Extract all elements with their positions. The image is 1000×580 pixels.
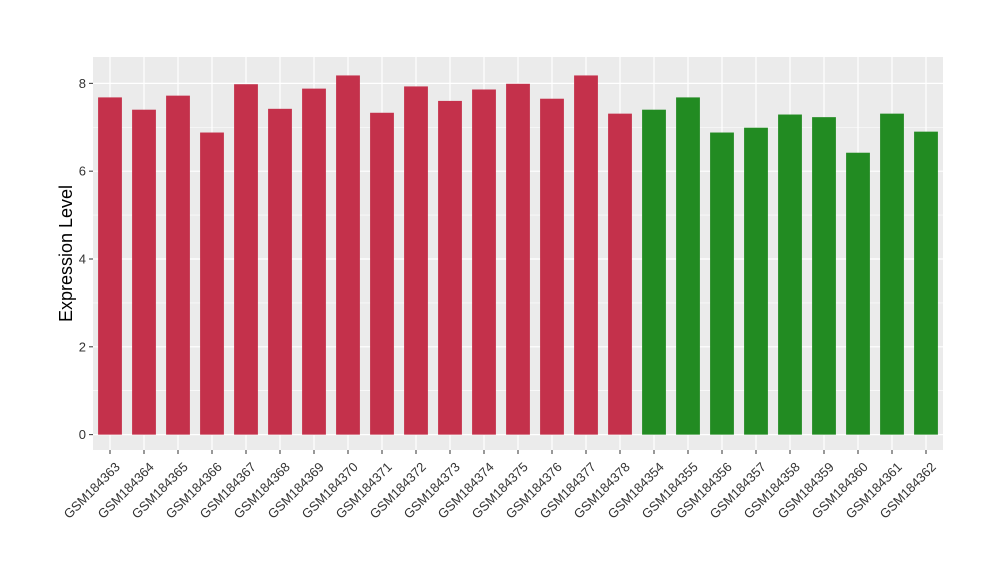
bar — [438, 100, 462, 435]
y-axis-title: Expression Level — [56, 185, 76, 322]
bar — [744, 127, 768, 435]
bar — [166, 95, 190, 435]
bar — [846, 152, 870, 435]
y-tick-label: 8 — [79, 76, 86, 91]
y-tick-label: 4 — [79, 251, 86, 266]
bar — [608, 113, 632, 435]
bar — [98, 97, 122, 435]
bar — [336, 75, 360, 435]
bar — [574, 75, 598, 435]
bar — [676, 97, 700, 435]
y-axis-ticks: 0 2 4 6 8 — [79, 76, 93, 442]
bar — [404, 86, 428, 435]
bar — [370, 112, 394, 435]
y-tick-label: 2 — [79, 339, 86, 354]
bar — [302, 88, 326, 435]
bar — [472, 89, 496, 435]
bar — [506, 83, 530, 435]
y-tick-label: 0 — [79, 427, 86, 442]
bar — [234, 84, 258, 435]
bar — [642, 109, 666, 435]
bar — [710, 132, 734, 435]
bar — [880, 113, 904, 435]
bar — [268, 108, 292, 435]
bar — [914, 131, 938, 435]
bars — [98, 75, 938, 435]
bar — [812, 117, 836, 435]
bar — [132, 109, 156, 435]
bar — [778, 114, 802, 435]
x-axis-ticks: GSM184363GSM184364GSM184365GSM184366GSM1… — [61, 450, 939, 522]
bar — [200, 132, 224, 435]
y-tick-label: 6 — [79, 164, 86, 179]
bar — [540, 98, 564, 435]
